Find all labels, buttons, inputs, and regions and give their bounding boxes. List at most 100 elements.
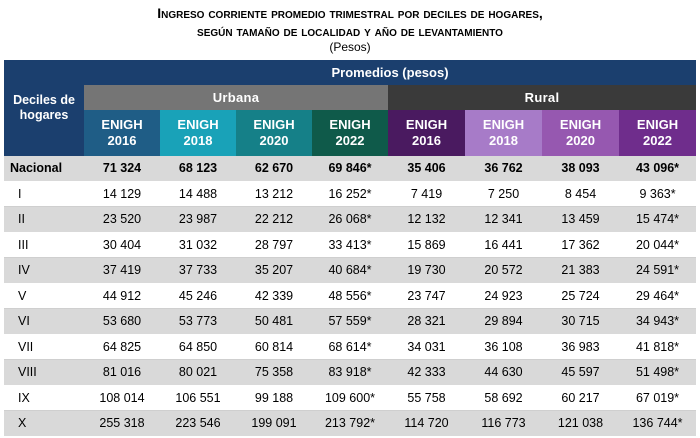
header-year-line2: 2016 <box>107 132 137 148</box>
table-cell: 13 212 <box>236 181 312 207</box>
table-title-line1: Ingreso corriente promedio trimestral po… <box>157 5 543 21</box>
table-cell: 53 773 <box>160 308 236 335</box>
table-cell: 42 333 <box>388 359 465 386</box>
table-cell: 9 363* <box>619 181 697 207</box>
table-cell: 116 773 <box>465 410 542 437</box>
table-cell: 30 715 <box>542 308 619 335</box>
header-urbana-2022: ENIGH 2022 <box>312 109 388 156</box>
table-cell: 60 217 <box>542 385 619 411</box>
row-label: III <box>4 232 84 258</box>
table-cell: 40 684* <box>312 257 388 284</box>
table-cell: 44 630 <box>465 359 542 386</box>
table-cell: 99 188 <box>236 385 312 411</box>
table-cell: 29 464* <box>619 283 697 309</box>
table-cell: 223 546 <box>160 410 236 437</box>
table-cell: 15 474* <box>619 206 697 233</box>
table-row: VIII 81 016 80 021 75 358 83 918* 42 333 44 63… <box>4 359 697 386</box>
table-row: X 255 318 223 546 199 091 213 792* 114 720 116… <box>4 410 697 437</box>
table-cell: 57 559* <box>312 308 388 335</box>
column-header-deciles: Deciles de hogares <box>4 60 84 156</box>
table-cell: 36 108 <box>465 334 542 360</box>
table-cell: 7 419 <box>388 181 465 207</box>
table-row: III 30 404 31 032 28 797 33 413* 15 869 16 441… <box>4 232 697 258</box>
table-subtitle: (Pesos) <box>329 40 371 54</box>
table-cell: 35 406 <box>388 156 465 182</box>
table-cell: 23 987 <box>160 206 236 233</box>
table-row: II 23 520 23 987 22 212 26 068* 12 132 12 341 1… <box>4 206 697 233</box>
table-cell: 80 021 <box>160 359 236 386</box>
income-table: Deciles de hogares Promedios (pesos) Urb… <box>4 60 697 437</box>
table-cell: 48 556* <box>312 283 388 309</box>
header-year-line2: 2020 <box>566 132 595 148</box>
header-year-line1: ENIGH <box>329 116 371 132</box>
table-cell: 20 044* <box>619 232 697 258</box>
table-cell: 62 670 <box>236 156 312 182</box>
table-cell: 22 212 <box>236 206 312 233</box>
table-cell: 255 318 <box>84 410 160 437</box>
table-cell: 36 983 <box>542 334 619 360</box>
table-cell: 68 123 <box>160 156 236 182</box>
table-cell: 114 720 <box>388 410 465 437</box>
row-label: IX <box>4 385 84 411</box>
table-row: VI 53 680 53 773 50 481 57 559* 28 321 29 894 3… <box>4 308 697 335</box>
table-cell: 51 498* <box>619 359 697 386</box>
table-cell: 12 132 <box>388 206 465 233</box>
table-row: IV 37 419 37 733 35 207 40 684* 19 730 20 572 2… <box>4 257 697 284</box>
table-cell: 64 825 <box>84 334 160 360</box>
table-cell: 60 814 <box>236 334 312 360</box>
header-promedios: Promedios (pesos) <box>84 60 697 86</box>
table-cell: 16 252* <box>312 181 388 207</box>
table-cell: 83 918* <box>312 359 388 386</box>
table-cell: 8 454 <box>542 181 619 207</box>
row-label: VI <box>4 308 84 335</box>
table-cell: 17 362 <box>542 232 619 258</box>
row-label: Nacional <box>4 156 84 182</box>
row-label: II <box>4 206 84 233</box>
table-cell: 12 341 <box>465 206 542 233</box>
table-cell: 23 520 <box>84 206 160 233</box>
header-year-line2: 2016 <box>412 132 441 148</box>
table-row: IX 108 014 106 551 99 188 109 600* 55 758 58 6… <box>4 385 697 411</box>
header-year-line2: 2018 <box>489 132 518 148</box>
table-cell: 28 797 <box>236 232 312 258</box>
table-cell: 68 614* <box>312 334 388 360</box>
table-cell: 55 758 <box>388 385 465 411</box>
table-cell: 36 762 <box>465 156 542 182</box>
table-cell: 31 032 <box>160 232 236 258</box>
table-cell: 109 600* <box>312 385 388 411</box>
table-cell: 26 068* <box>312 206 388 233</box>
table-cell: 28 321 <box>388 308 465 335</box>
table-cell: 25 724 <box>542 283 619 309</box>
header-rural-2022: ENIGH 2022 <box>619 109 697 156</box>
table-cell: 64 850 <box>160 334 236 360</box>
header-year-line1: ENIGH <box>101 116 143 132</box>
table-cell: 29 894 <box>465 308 542 335</box>
table-cell: 50 481 <box>236 308 312 335</box>
row-label: VII <box>4 334 84 360</box>
table-cell: 44 912 <box>84 283 160 309</box>
header-rural-2018: ENIGH 2018 <box>465 109 542 156</box>
table-cell: 23 747 <box>388 283 465 309</box>
header-year-line2: 2022 <box>643 132 672 148</box>
table-cell: 108 014 <box>84 385 160 411</box>
table-cell: 33 413* <box>312 232 388 258</box>
table-cell: 37 419 <box>84 257 160 284</box>
table-cell: 16 441 <box>465 232 542 258</box>
header-rural-2016: ENIGH 2016 <box>388 109 465 156</box>
table-body: Nacional 71 324 68 123 62 670 69 846* 35 406 3… <box>4 156 697 437</box>
table-cell: 69 846* <box>312 156 388 182</box>
header-year-line1: ENIGH <box>636 116 679 132</box>
table-row: V 44 912 45 246 42 339 48 556* 23 747 24 923 25… <box>4 283 697 309</box>
table-cell: 14 488 <box>160 181 236 207</box>
table-cell: 67 019* <box>619 385 697 411</box>
header-year-line1: ENIGH <box>559 116 602 132</box>
table-cell: 38 093 <box>542 156 619 182</box>
table-cell: 45 597 <box>542 359 619 386</box>
table-cell: 58 692 <box>465 385 542 411</box>
row-label: I <box>4 181 84 207</box>
table-cell: 199 091 <box>236 410 312 437</box>
table-cell: 34 031 <box>388 334 465 360</box>
header-urbana-2016: ENIGH 2016 <box>84 109 160 156</box>
header-urbana: Urbana <box>84 85 388 110</box>
table-cell: 24 591* <box>619 257 697 284</box>
